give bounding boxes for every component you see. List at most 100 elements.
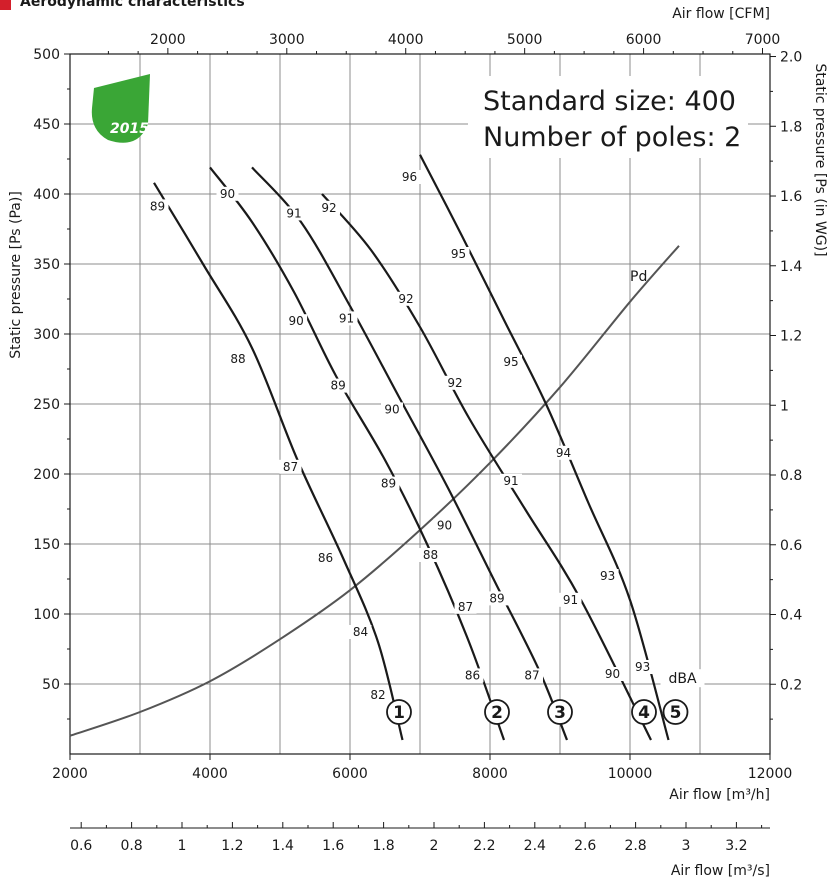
m3s-tick-label: 2.6 xyxy=(574,838,596,854)
erp-badge: ErP 2015 xyxy=(91,74,150,143)
dba-label-bg xyxy=(349,625,372,639)
dba-label: 90 xyxy=(437,519,452,533)
dba-label-bg xyxy=(500,473,522,488)
dba-label-bg xyxy=(279,459,302,474)
curve-marker-number: 2 xyxy=(491,703,503,723)
dba-label-bg xyxy=(227,352,249,366)
dba-label-bg xyxy=(146,199,169,214)
curve-marker-circle xyxy=(631,699,657,725)
dba-label: 86 xyxy=(318,551,333,565)
dba-label-bg xyxy=(454,599,477,614)
x-tick-label: 2000 xyxy=(52,766,88,782)
x-tick-label: 10000 xyxy=(608,766,653,782)
dba-label-bg xyxy=(381,402,403,417)
dba-label-bg xyxy=(377,476,400,491)
dba-label: 95 xyxy=(503,355,518,369)
m3s-tick-label: 0.8 xyxy=(120,838,142,854)
dba-label-bg xyxy=(318,200,340,215)
dba-label-bg xyxy=(216,186,239,201)
y-axis-right-ticks: 0.2 0.4 0.6 0.8 1 1.2 1.4 1.6 1.8 2.0 xyxy=(770,50,802,720)
y-tick-label: 300 xyxy=(33,327,60,343)
fan-curve-1: 89 88 87 86 84 82 xyxy=(146,182,404,741)
y-right-tick-label: 0.6 xyxy=(780,538,802,554)
dba-label: 93 xyxy=(635,660,650,674)
dba-label-bg xyxy=(327,378,350,393)
x-top-tick-label: 5000 xyxy=(507,32,543,48)
y-tick-label: 150 xyxy=(33,537,60,553)
y-tick-label: 350 xyxy=(33,257,60,273)
fan-curve-line xyxy=(321,193,652,741)
dba-label: 94 xyxy=(556,446,571,460)
x-axis-bottom-ticks: 2000 4000 6000 8000 10000 12000 xyxy=(52,754,792,782)
m3s-tick-label: 1 xyxy=(178,838,187,854)
dba-label: 88 xyxy=(230,352,245,366)
grid xyxy=(70,54,770,754)
x-top-tick-label: 7000 xyxy=(745,32,781,48)
dba-label-bg xyxy=(601,667,624,681)
dba-label-bg xyxy=(500,354,522,369)
y-tick-label: 500 xyxy=(33,47,60,63)
dba-label: 86 xyxy=(465,668,480,682)
dba-label-bg xyxy=(398,170,421,184)
y-tick-label: 250 xyxy=(33,397,60,413)
x-tick-label: 12000 xyxy=(748,766,793,782)
dba-label: 90 xyxy=(384,402,399,416)
y-right-tick-label: 0.2 xyxy=(780,677,802,693)
curve-marker-2: 2 xyxy=(484,699,510,725)
m3s-tick-label: 1.8 xyxy=(372,838,394,854)
fan-curve-3: 91 91 90 90 89 87 xyxy=(251,166,569,741)
y-right-tick-label: 1 xyxy=(780,398,789,414)
dba-label-bg xyxy=(461,668,484,683)
dba-label: 90 xyxy=(605,667,620,681)
m3s-tick-label: 2.4 xyxy=(524,838,546,854)
dba-label: 88 xyxy=(423,548,438,562)
curve-marker-4: 4 xyxy=(631,699,657,725)
x-tick-label: 8000 xyxy=(472,766,508,782)
dba-label: 87 xyxy=(524,668,539,682)
info-box xyxy=(468,76,748,158)
dba-label-bg xyxy=(419,548,442,562)
erp-badge-text: ErP xyxy=(92,85,147,119)
fan-curve-line xyxy=(209,166,506,741)
m3s-tick-label: 2.2 xyxy=(473,838,495,854)
dba-label-bg xyxy=(283,206,305,221)
dba-label-bg xyxy=(559,592,582,607)
dba-label: 82 xyxy=(370,688,385,702)
dba-label: 96 xyxy=(402,170,417,184)
dba-label-bg xyxy=(314,550,337,565)
fan-curve-2: 90 90 89 89 88 87 86 xyxy=(209,166,506,741)
fan-curves: 8988878684829090898988878691919090898792… xyxy=(146,154,705,741)
dba-label: 89 xyxy=(381,477,396,491)
y-right-tick-label: 1.4 xyxy=(780,259,802,275)
y-tick-label: 50 xyxy=(42,677,60,693)
dba-label: 91 xyxy=(563,593,578,607)
m3s-tick-label: 0.6 xyxy=(70,838,92,854)
dba-label-bg xyxy=(521,668,543,683)
pd-label: Pd xyxy=(630,269,647,285)
fan-curve-line xyxy=(251,166,569,741)
x-axis-top-ticks: 2000 3000 4000 5000 6000 7000 xyxy=(107,32,781,54)
section-marker xyxy=(0,0,11,10)
y-tick-label: 450 xyxy=(33,117,60,133)
x-tick-label: 6000 xyxy=(332,766,368,782)
m3s-tick-label: 2 xyxy=(430,838,439,854)
dba-label: 90 xyxy=(220,187,235,201)
y-right-tick-label: 2.0 xyxy=(780,50,802,66)
curve-marker-circle xyxy=(547,699,573,725)
dba-label-bg xyxy=(631,660,654,674)
dba-unit-label-bg xyxy=(660,669,705,688)
dba-label-bg xyxy=(395,291,417,306)
y-axis-left-ticks: 50 100 150 200 250 300 350 400 450 500 xyxy=(33,47,70,720)
dba-label: 89 xyxy=(150,199,165,213)
curve-marker-number: 3 xyxy=(554,703,566,723)
curve-marker-circle xyxy=(386,699,412,725)
dba-label-bg xyxy=(552,445,575,460)
erp-badge-year: 2015 xyxy=(110,121,149,137)
dba-label-bg xyxy=(335,311,358,326)
m3s-tick-label: 1.4 xyxy=(272,838,294,854)
dba-label: 90 xyxy=(288,314,303,328)
y-tick-label: 100 xyxy=(33,607,60,623)
x-axis-label: Air flow [m³/h] xyxy=(669,787,770,803)
curve-marker-circle xyxy=(662,699,689,725)
info-line-2: Number of poles: 2 xyxy=(483,122,741,153)
